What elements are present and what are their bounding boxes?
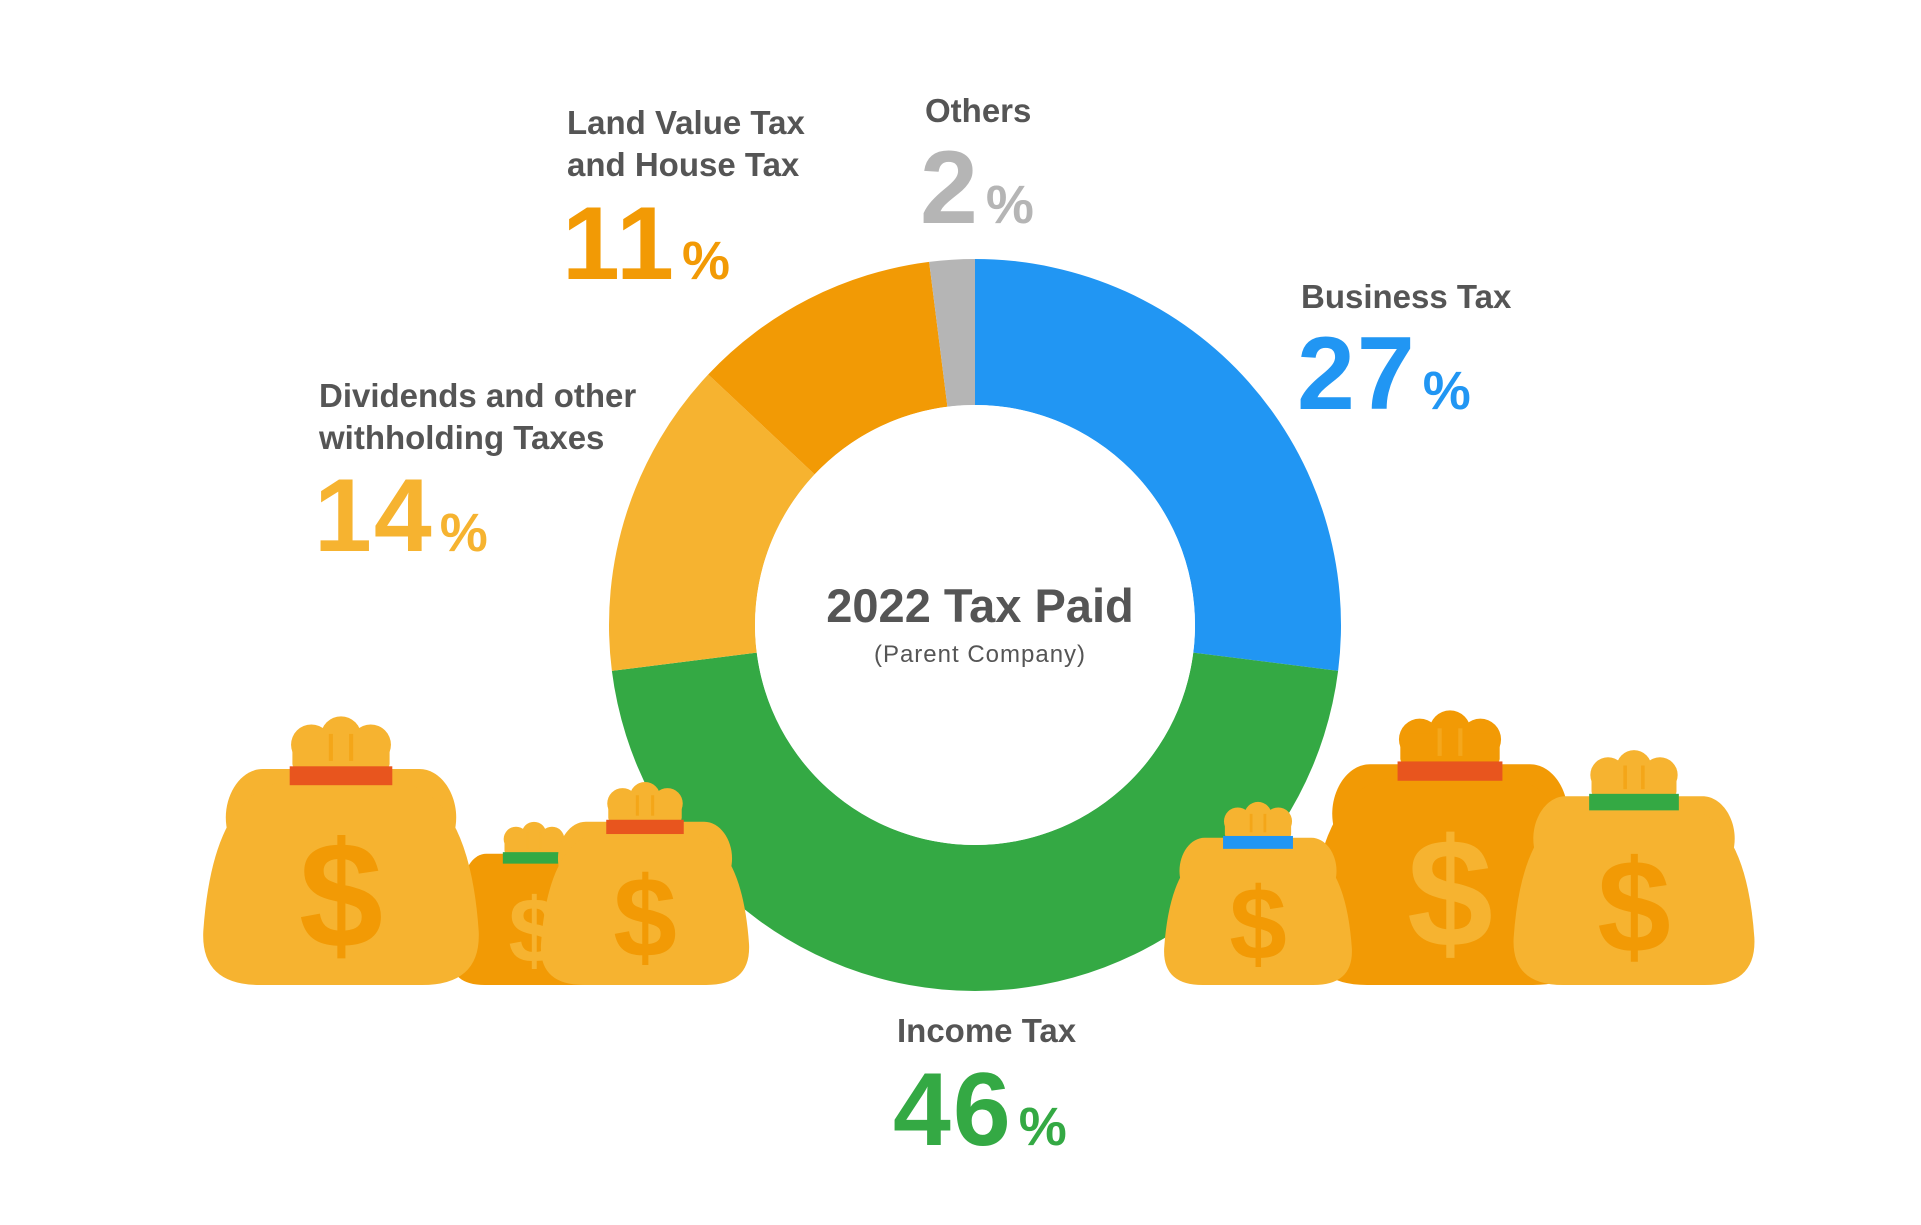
land-tax-percent-sign: % bbox=[681, 231, 730, 291]
dividends-value-number: 14 bbox=[314, 458, 434, 574]
money-bag-icon: $ bbox=[1164, 801, 1352, 985]
land-tax-value: 11% bbox=[562, 192, 730, 313]
income-tax-value-number: 46 bbox=[893, 1052, 1013, 1168]
land-tax-value-number: 11 bbox=[562, 186, 676, 302]
slice-dividends-and-other-withholding-taxes bbox=[609, 374, 815, 671]
slice-land-value-tax-and-house-tax bbox=[708, 261, 948, 475]
dividends-label-line1: Dividends and other bbox=[319, 377, 637, 414]
others-label: Others bbox=[925, 92, 1032, 129]
dividends-label-line2: withholding Taxes bbox=[319, 419, 605, 456]
money-bag-icon: $ bbox=[1309, 710, 1591, 985]
dollar-sign-icon: $ bbox=[1407, 806, 1493, 979]
dollar-sign-icon: $ bbox=[1229, 866, 1286, 981]
dollar-sign-icon: $ bbox=[613, 854, 677, 981]
money-bag-icon: $ bbox=[1513, 750, 1755, 985]
slice-income-tax bbox=[611, 652, 1339, 991]
chart-subtitle: (Parent Company) bbox=[873, 641, 1087, 668]
income-tax-value: 46% bbox=[893, 1058, 1067, 1179]
dollar-sign-icon: $ bbox=[1597, 833, 1671, 981]
dollar-sign-icon: $ bbox=[299, 811, 383, 980]
money-bag-icon: $ bbox=[540, 782, 750, 985]
land-tax-label-line2: and House Tax bbox=[567, 146, 800, 183]
income-tax-label: Income Tax bbox=[897, 1012, 1077, 1049]
donut-hole bbox=[755, 405, 1195, 845]
money-bag-icon: $ bbox=[203, 716, 479, 985]
others-value-number: 2 bbox=[920, 130, 980, 246]
chart-title: 2022 Tax Paid bbox=[826, 579, 1134, 632]
land-tax-label-line1: Land Value Tax bbox=[567, 104, 805, 141]
dividends-value: 14% bbox=[314, 464, 488, 585]
business-tax-percent-sign: % bbox=[1422, 361, 1471, 421]
others-percent-sign: % bbox=[985, 175, 1034, 235]
income-tax-percent-sign: % bbox=[1018, 1097, 1067, 1157]
business-tax-value-number: 27 bbox=[1297, 316, 1417, 432]
others-value: 2% bbox=[920, 136, 1034, 257]
dividends-percent-sign: % bbox=[439, 503, 488, 563]
business-tax-label: Business Tax bbox=[1301, 278, 1512, 315]
slice-business-tax bbox=[975, 259, 1341, 671]
business-tax-value: 27% bbox=[1297, 322, 1471, 443]
slice-others bbox=[929, 259, 975, 407]
